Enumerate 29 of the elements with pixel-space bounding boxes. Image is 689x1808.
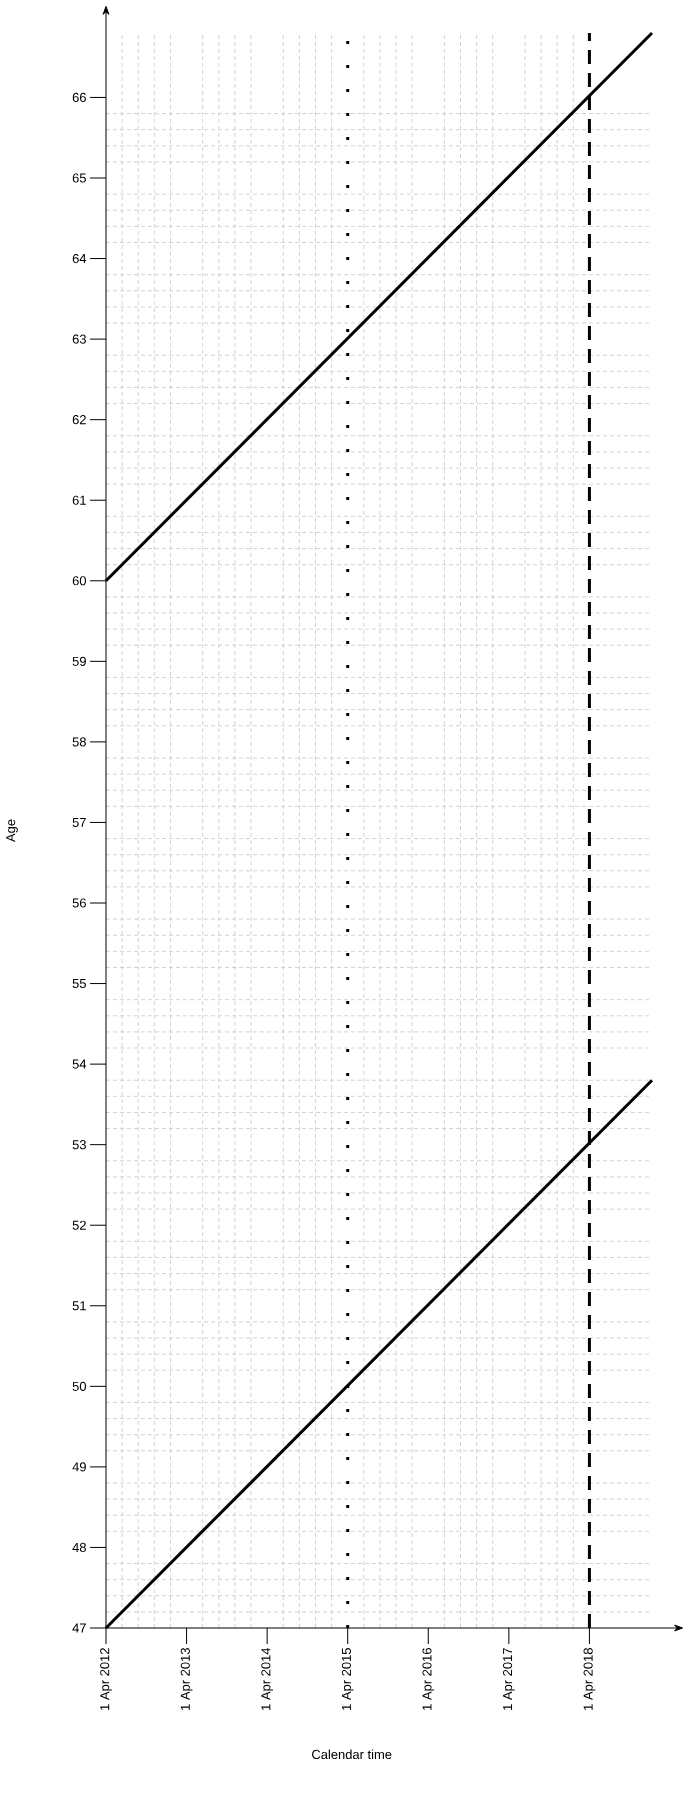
y-tick-label: 52 — [72, 1220, 86, 1230]
y-tick-label: 54 — [72, 1059, 87, 1069]
y-tick-label: 65 — [72, 173, 86, 183]
x-tick-label: 1 Apr 2018 — [583, 1648, 596, 1710]
y-tick-label: 51 — [72, 1301, 86, 1311]
y-axis-title: Age — [6, 819, 18, 842]
y-tick-label: 62 — [72, 415, 86, 425]
x-axis-title: Calendar time — [312, 1749, 392, 1760]
y-tick-label: 58 — [72, 737, 86, 747]
x-tick-label: 1 Apr 2014 — [261, 1647, 273, 1710]
y-tick-label: 48 — [72, 1542, 86, 1553]
y-tick-label: 61 — [72, 495, 86, 505]
y-tick-label: 63 — [72, 334, 86, 344]
x-tick-label: 1 Apr 2015 — [341, 1648, 354, 1710]
x-tick-label: 1 Apr 2017 — [502, 1648, 515, 1710]
y-tick-label: 49 — [72, 1462, 86, 1472]
y-tick-label: 59 — [72, 656, 86, 666]
y-tick-label: 47 — [72, 1623, 86, 1633]
x-tick-label: 1 Apr 2013 — [180, 1648, 193, 1710]
y-tick-label: 64 — [72, 253, 87, 264]
x-tick-label: 1 Apr 2016 — [422, 1648, 435, 1710]
y-tick-label: 53 — [72, 1140, 86, 1150]
y-tick-label: 57 — [72, 817, 86, 827]
x-tick-label: 1 Apr 2012 — [100, 1648, 112, 1710]
y-tick-label: 60 — [72, 576, 87, 586]
y-tick-label: 56 — [72, 898, 86, 908]
y-tick-label: 50 — [72, 1381, 87, 1391]
y-tick-label: 66 — [72, 92, 86, 103]
y-tick-label: 55 — [72, 979, 86, 989]
